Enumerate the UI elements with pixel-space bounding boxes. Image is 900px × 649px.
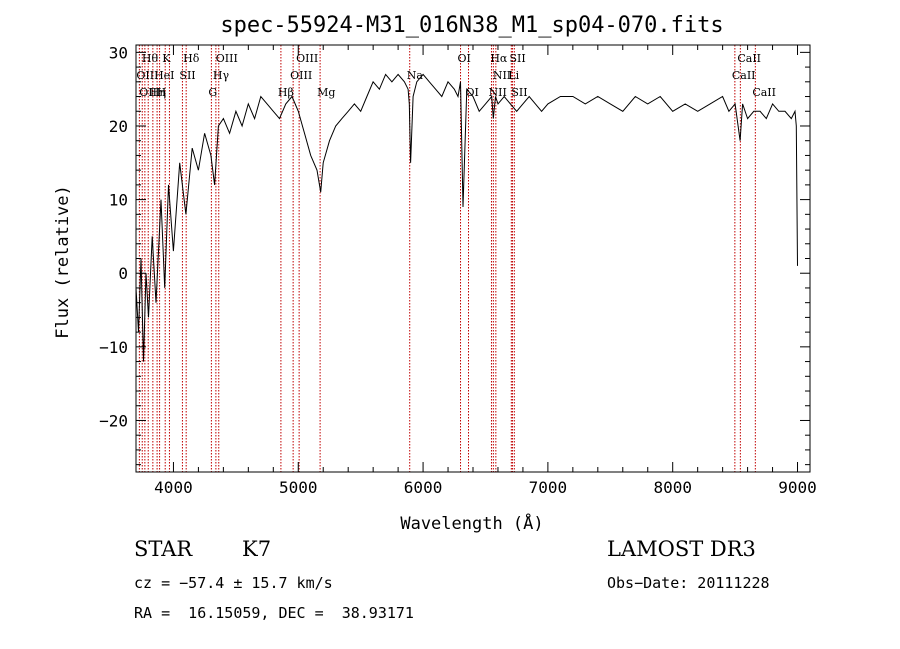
- x-axis-title: Wavelength (Å): [400, 512, 543, 534]
- line-label-8: CaII: [737, 52, 761, 65]
- x-tick-label-2: 6000: [404, 478, 443, 497]
- line-label-15: NII: [493, 69, 511, 82]
- sky-coordinates: RA = 16.15059, DEC = 38.93171: [134, 604, 414, 622]
- line-label-23: Mg: [317, 86, 335, 99]
- line-label-3: OIII: [216, 52, 238, 65]
- y-tick-label-4: 20: [109, 117, 128, 136]
- observation-date: Obs−Date: 20111228: [607, 574, 770, 592]
- survey-name: LAMOST DR3: [607, 537, 756, 561]
- line-label-14: Na: [407, 69, 424, 82]
- y-tick-label-3: 10: [109, 191, 128, 210]
- line-label-12: Hγ: [213, 69, 230, 82]
- line-label-25: NII: [488, 86, 506, 99]
- x-tick-label-0: 4000: [154, 478, 193, 497]
- line-label-22: Hβ: [278, 86, 294, 99]
- line-label-18: OIII: [139, 86, 161, 99]
- y-tick-label-0: −20: [99, 411, 128, 430]
- plot-frame: [135, 44, 811, 473]
- line-label-9: OII: [136, 69, 154, 82]
- x-tick-label-3: 7000: [529, 478, 568, 497]
- line-label-0: Hθ: [142, 52, 159, 65]
- y-tick-label-1: −10: [99, 338, 128, 357]
- spectral-lines-layer: [138, 45, 756, 472]
- y-tick-label-5: 30: [109, 43, 128, 62]
- line-label-24: OI: [466, 86, 479, 99]
- line-label-20: H: [157, 86, 167, 99]
- line-label-6: Hα: [490, 52, 508, 65]
- x-tick-label-5: 9000: [778, 478, 817, 497]
- x-tick-label-1: 5000: [279, 478, 318, 497]
- line-label-16: Li: [508, 69, 519, 82]
- y-axis-title: Flux (relative): [53, 185, 73, 339]
- spectrum-layer: [135, 73, 798, 362]
- object-subclass: K7: [242, 537, 272, 561]
- line-label-11: SII: [179, 69, 195, 82]
- line-label-4: OIII: [296, 52, 318, 65]
- line-label-10: HeI: [154, 69, 174, 82]
- spectrum-line: [135, 73, 798, 362]
- line-label-26: SII: [511, 86, 527, 99]
- redshift-value: cz = −57.4 ± 15.7 km/s: [134, 574, 333, 592]
- line-label-27: CaII: [752, 86, 776, 99]
- line-label-17: CaII: [732, 69, 756, 82]
- ticks-layer: 4000 5000 6000 7000 8000 9000 −20 −10 0 10 20 30: [99, 43, 817, 497]
- line-label-2: Hδ: [183, 52, 200, 65]
- x-tick-label-4: 8000: [653, 478, 692, 497]
- object-class: STAR: [134, 537, 193, 561]
- line-label-13: OIII: [290, 69, 312, 82]
- line-label-5: OI: [458, 52, 471, 65]
- line-label-1: K: [162, 52, 171, 65]
- chart-title: spec-55924-M31_016N38_M1_sp04-070.fits: [220, 13, 723, 38]
- line-label-19: Hη: [150, 86, 166, 99]
- y-tick-label-2: 0: [118, 264, 128, 283]
- line-label-7: SII: [509, 52, 525, 65]
- line-label-21: G: [208, 86, 217, 99]
